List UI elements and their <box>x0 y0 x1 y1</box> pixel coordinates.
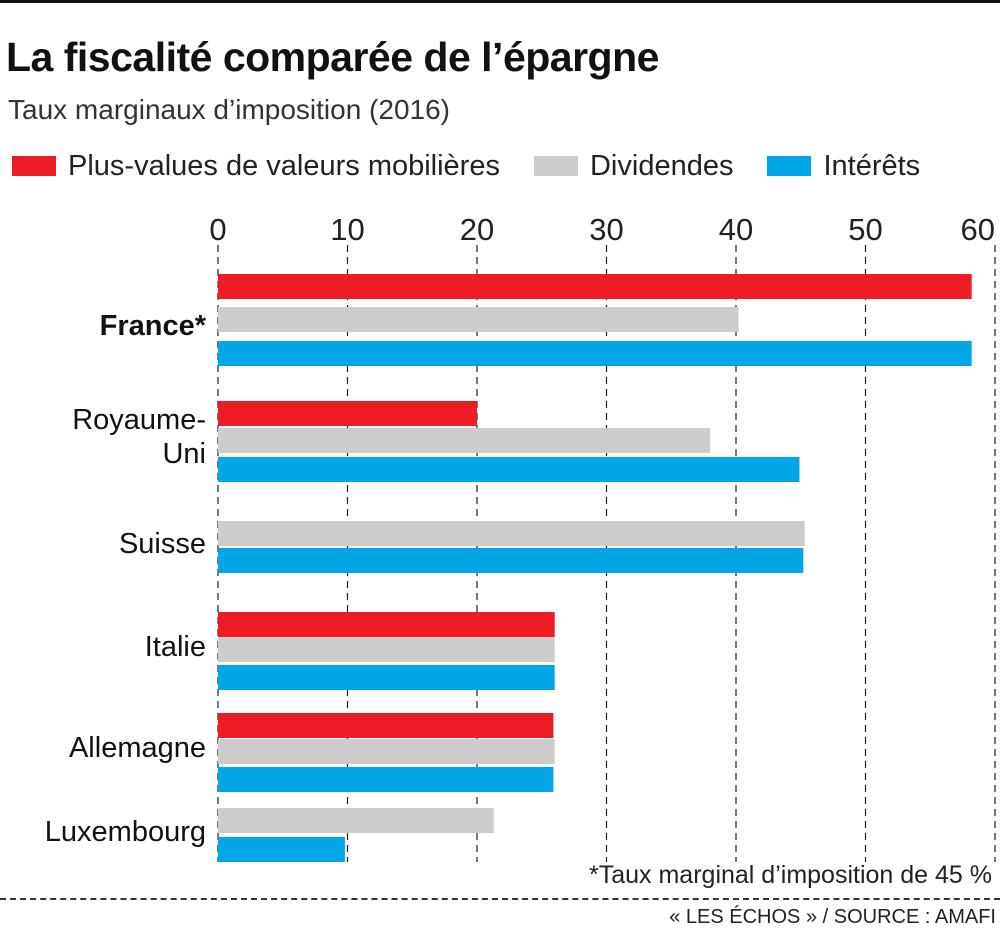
bar-italie-dividendes <box>218 637 555 662</box>
category-label-allemagne: Allemagne <box>68 732 206 764</box>
x-tick-label: 20 <box>460 212 494 247</box>
bar-france-plus-values-de-valeurs-mobili-res <box>218 274 972 299</box>
bar-allemagne-dividendes <box>218 739 555 764</box>
chart-subtitle: Taux marginaux d’imposition (2016) <box>8 94 450 125</box>
bar-allemagne-plus-values-de-valeurs-mobili-res <box>218 713 554 738</box>
bar-italie-int-r-ts <box>218 665 555 690</box>
legend: Plus-values de valeurs mobilières Divide… <box>12 146 920 186</box>
legend-label-plus-values: Plus-values de valeurs mobilières <box>68 149 500 182</box>
footnote: *Taux marginal d’imposition de 45 % <box>589 861 992 889</box>
legend-swatch-dividendes <box>533 156 578 176</box>
bar-luxembourg-int-r-ts <box>218 837 345 862</box>
source-credit: « LES ÉCHOS » / SOURCE : AMAFI <box>669 906 996 928</box>
bar-suisse-dividendes <box>218 521 805 546</box>
x-tick-label: 10 <box>330 212 364 247</box>
chart-title: La fiscalité comparée de l’épargne <box>6 34 659 80</box>
legend-label-interets: Intérêts <box>823 149 921 182</box>
legend-swatch-plus-values <box>12 156 56 176</box>
category-label-italie: Italie <box>144 631 206 663</box>
legend-item-interets: Intérêts <box>767 150 920 183</box>
legend-swatch-interets <box>767 156 812 176</box>
category-label-royaume-uni: Royaume- Uni <box>72 404 206 470</box>
bar-france-dividendes <box>218 307 739 332</box>
x-tick-label: 50 <box>848 212 882 247</box>
legend-item-plus-values: Plus-values de valeurs mobilières <box>12 150 500 183</box>
bar-italie-plus-values-de-valeurs-mobili-res <box>218 612 555 637</box>
x-tick-label: 0 <box>209 212 226 247</box>
x-tick-label: 60 <box>961 212 995 247</box>
legend-label-dividendes: Dividendes <box>589 149 734 182</box>
category-label-luxembourg: Luxembourg <box>44 816 206 848</box>
bar-royaume-uni-dividendes <box>218 428 711 453</box>
category-label-suisse: Suisse <box>118 528 206 560</box>
legend-item-dividendes: Dividendes <box>533 149 734 183</box>
bar-luxembourg-dividendes <box>218 808 494 833</box>
bar-allemagne-int-r-ts <box>218 767 554 792</box>
bar-royaume-uni-int-r-ts <box>218 457 800 482</box>
bar-royaume-uni-plus-values-de-valeurs-mobili-res <box>218 401 477 426</box>
category-label-france: France* <box>99 310 206 342</box>
bar-france-int-r-ts <box>218 341 972 366</box>
x-tick-label: 40 <box>719 212 753 247</box>
bar-suisse-int-r-ts <box>218 548 804 573</box>
bottom-rule <box>0 898 1000 900</box>
x-tick-label: 30 <box>589 212 623 247</box>
top-rule <box>0 0 1000 3</box>
